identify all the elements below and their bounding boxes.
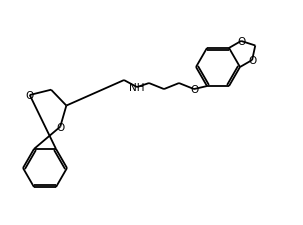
Text: O: O xyxy=(190,85,198,95)
Text: O: O xyxy=(26,91,34,101)
Text: O: O xyxy=(56,122,64,132)
Text: O: O xyxy=(248,56,256,66)
Text: NH: NH xyxy=(129,83,145,93)
Text: O: O xyxy=(237,37,245,47)
